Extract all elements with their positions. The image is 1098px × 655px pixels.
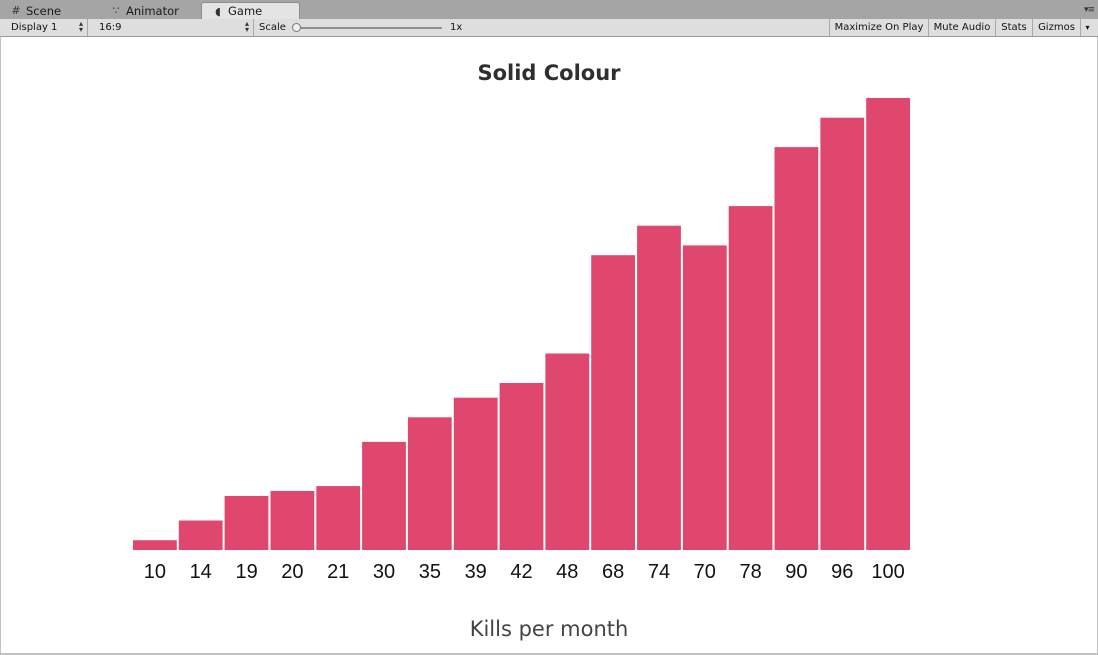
tab-game[interactable]: ◖ Game	[201, 2, 300, 19]
stats-toggle[interactable]: Stats	[995, 19, 1032, 36]
window-menu-icon[interactable]: ▾≡	[1083, 5, 1095, 15]
x-tick-label: 100	[871, 561, 904, 583]
updown-arrow-icon: ▴ ▾	[244, 19, 249, 34]
tab-scene[interactable]: # Scene	[0, 2, 98, 19]
aspect-value: 16:9	[99, 22, 122, 33]
x-tick-label: 90	[785, 561, 807, 583]
bar-48	[545, 353, 590, 550]
maximize-on-play-toggle[interactable]: Maximize On Play	[829, 19, 928, 36]
tab-label: Scene	[26, 3, 62, 18]
bar-42	[499, 383, 544, 550]
display-dropdown[interactable]: Display 1 ▴ ▾	[6, 19, 88, 36]
bar-39	[453, 397, 498, 550]
tab-label: Game	[228, 4, 263, 18]
bar-70	[682, 245, 727, 550]
grid-icon: #	[11, 4, 21, 17]
x-tick-label: 39	[465, 561, 487, 583]
chart-title: Solid Colour	[477, 61, 621, 85]
scale-slider-track[interactable]	[296, 27, 442, 29]
x-tick-label: 10	[144, 561, 166, 583]
x-tick-label: 21	[327, 561, 349, 583]
gizmos-toggle[interactable]: Gizmos	[1032, 19, 1080, 36]
bar-10	[133, 540, 177, 550]
bar-14	[178, 520, 223, 550]
bar-68	[591, 255, 635, 550]
x-tick-label: 42	[510, 561, 532, 583]
tab-animator[interactable]: ∵ Animator	[100, 2, 200, 19]
bar-20	[270, 491, 315, 550]
bar-78	[728, 206, 773, 550]
tab-label: Animator	[126, 3, 179, 18]
bar-35	[407, 417, 452, 550]
bar-96	[820, 117, 865, 550]
x-tick-label: 96	[831, 561, 853, 583]
x-tick-label: 78	[739, 561, 761, 583]
x-tick-label: 70	[694, 561, 716, 583]
bar-90	[774, 147, 819, 550]
tab-bar: # Scene ∵ Animator ◖ Game ▾≡	[0, 0, 1098, 20]
pacman-icon: ◖	[215, 4, 221, 18]
x-tick-label: 19	[235, 561, 257, 583]
x-tick-label: 30	[373, 561, 395, 583]
chart-x-axis-label: Kills per month	[469, 617, 629, 641]
game-toolbar: Display 1 ▴ ▾ 16:9 ▴ ▾ Scale 1x Maximize O…	[0, 19, 1098, 37]
updown-arrow-icon: ▴ ▾	[78, 19, 83, 34]
bar-chart: 10 14 19 20 21 30 35 39 42 48 68 74 70 78 90 96 100	[133, 98, 910, 583]
x-tick-label: 68	[602, 561, 624, 583]
bar-74	[637, 225, 681, 550]
bar-30	[362, 441, 406, 550]
animator-icon: ∵	[112, 4, 120, 17]
game-view[interactable]: Solid Colour 10 14 19 20 21 30 35 39 42 48 68 74 70 7…	[1, 37, 1097, 653]
aspect-dropdown[interactable]: 16:9 ▴ ▾	[94, 19, 254, 36]
mute-audio-toggle[interactable]: Mute Audio	[928, 19, 995, 36]
bar-100	[866, 98, 910, 550]
x-tick-label: 14	[190, 561, 212, 583]
x-tick-label: 74	[648, 561, 670, 583]
x-tick-label: 35	[419, 561, 441, 583]
bar-21	[316, 486, 361, 550]
gizmos-dropdown-arrow-icon[interactable]: ▾	[1080, 19, 1094, 36]
bar-19	[224, 496, 269, 550]
scale-slider-handle[interactable]	[292, 23, 301, 32]
scale-label: Scale	[259, 22, 286, 33]
x-tick-label: 48	[556, 561, 578, 583]
x-tick-label: 20	[281, 561, 303, 583]
display-value: Display 1	[11, 22, 58, 33]
scale-value: 1x	[450, 22, 463, 33]
